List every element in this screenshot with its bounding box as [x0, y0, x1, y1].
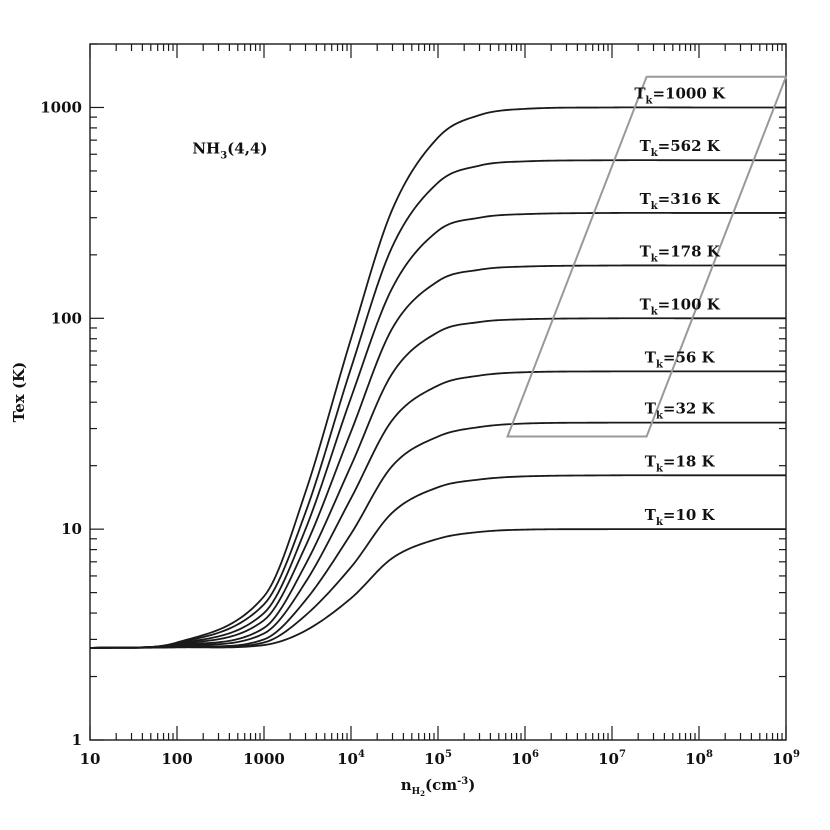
x-tick-label: 100: [161, 750, 192, 768]
curve-label-tk-562: Tk=562 K: [640, 137, 721, 159]
curve-tk-18: [89, 474, 786, 649]
x-tick-label: 109: [772, 749, 800, 768]
x-tick-label: 10: [80, 750, 101, 768]
x-tick-label: 107: [598, 749, 626, 768]
curve-tk-100: [89, 317, 786, 649]
x-tick-label: 106: [511, 749, 539, 768]
labels: 10 100 1000 104 105 106 107 108 1091101001000nH2…: [10, 84, 800, 798]
curve-label-tk-178: Tk=178 K: [640, 243, 721, 265]
x-axis-label: nH2(cm-3): [401, 776, 476, 798]
curve-tk-316: [89, 211, 786, 649]
gray-parallelogram: [506, 75, 788, 438]
x-tick-label: 108: [685, 749, 713, 768]
y-tick-label: 1: [72, 731, 82, 749]
curve-tk-1000: [89, 106, 786, 649]
x-tick-label: 105: [424, 749, 452, 768]
y-tick-label: 1000: [40, 98, 82, 116]
y-tick-label: 10: [61, 520, 82, 538]
x-tick-label: 104: [337, 749, 365, 768]
axis-ticks: [89, 43, 787, 741]
y-axis-label: Tex (K): [10, 362, 28, 422]
x-tick-label: 1000: [243, 750, 285, 768]
curve-label-tk-10: Tk=10 K: [645, 506, 716, 528]
curve-label-tk-1000: Tk=1000 K: [634, 84, 726, 106]
molecule-annotation: NH3(4,4): [192, 139, 267, 161]
curve-tk-10: [89, 528, 786, 649]
y-tick-label: 100: [51, 309, 82, 327]
curve-label-tk-316: Tk=316 K: [640, 190, 721, 212]
curve-label-tk-18: Tk=18 K: [645, 452, 716, 474]
parallelogram-layer: [506, 75, 788, 438]
curve-label-tk-100: Tk=100 K: [640, 295, 721, 317]
curve-tk-178: [89, 264, 786, 649]
curve-tk-562: [89, 159, 786, 649]
curve-label-tk-32: Tk=32 K: [645, 400, 716, 422]
curve-tk-56: [89, 370, 786, 649]
curve-label-tk-56: Tk=56 K: [645, 348, 716, 370]
curves: [89, 106, 786, 649]
